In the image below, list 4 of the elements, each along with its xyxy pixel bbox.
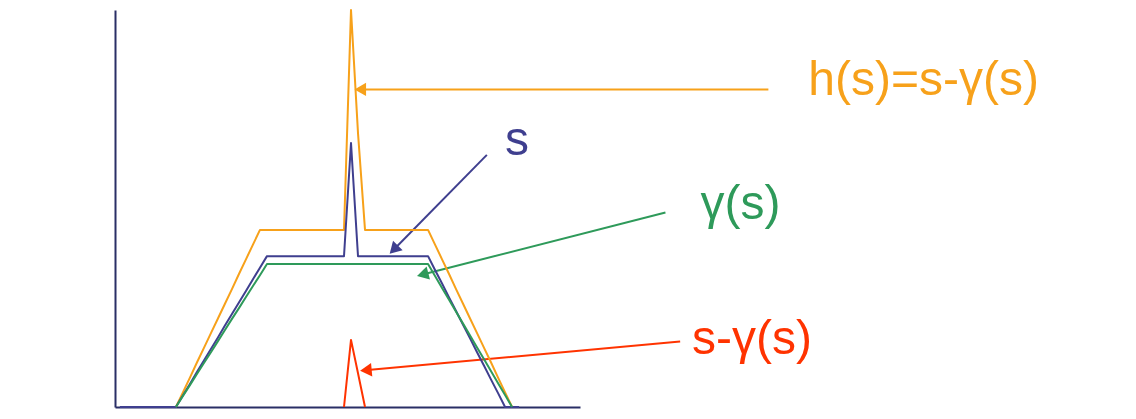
text: h(s)=s-γ(s) — [808, 52, 1039, 106]
text: s-γ(s) — [692, 310, 812, 364]
text: γ(s) — [700, 175, 781, 229]
text: s — [505, 112, 530, 166]
